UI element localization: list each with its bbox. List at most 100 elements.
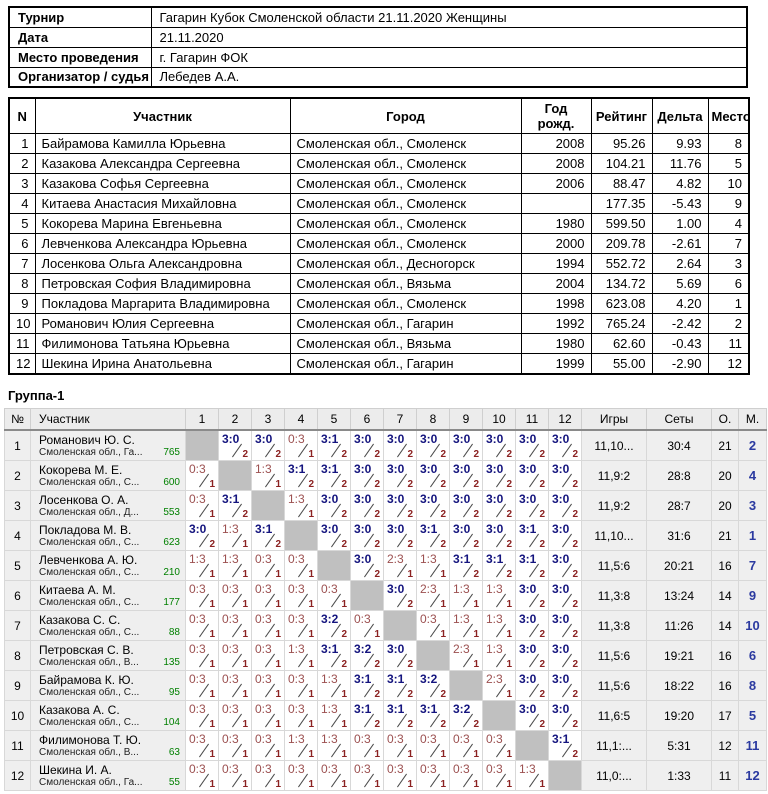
result-cell-content: 0:3 1 — [451, 732, 482, 760]
participant-name: Китаева Анастасия Михайловна — [34, 193, 291, 214]
result-cell: 3:0 2 — [416, 490, 450, 521]
group-participant-rating: 104 — [163, 716, 180, 728]
result-cell-content: 0:3 1 — [187, 762, 218, 790]
match-points: 1 — [209, 479, 215, 490]
match-score: 3:0 — [486, 492, 504, 506]
match-points: 2 — [440, 689, 446, 700]
participant-place: 8 — [707, 133, 750, 154]
result-cell: 0:3 1 — [218, 730, 252, 761]
result-cell: 3:0 2 — [251, 429, 285, 461]
participant-city: Смоленская обл., Смоленск — [289, 233, 522, 254]
group-participant-cell: Лосенкова О. А. Смоленская обл., Д... 553 — [30, 490, 186, 521]
result-cell-content: 0:3 1 — [484, 732, 515, 760]
group-points: 21 — [711, 429, 739, 461]
result-cell: 3:0 2 — [383, 580, 417, 611]
group-row: 2 Кокорева М. Е. Смоленская обл., С... 600 0… — [4, 460, 767, 491]
group-participant-rating: 210 — [163, 566, 180, 578]
result-cell: 0:3 1 — [185, 490, 219, 521]
group-place: 1 — [738, 520, 767, 551]
group-place: 8 — [738, 670, 767, 701]
result-cell-content: 3:1 2 — [418, 522, 449, 550]
match-score: 1:3 — [321, 732, 338, 746]
result-cell-content: 3:0 2 — [517, 702, 548, 730]
result-cell: 0:3 1 — [416, 760, 450, 791]
result-cell-content: 3:0 2 — [352, 522, 383, 550]
participant-row: 6 Левченкова Александра Юрьевна Смоленская… — [8, 233, 750, 254]
match-points: 2 — [374, 719, 380, 730]
result-cell-content: 0:3 1 — [187, 612, 218, 640]
group-col-3: 3 — [251, 407, 285, 431]
match-score: 2:3 — [420, 582, 437, 596]
group-games: 11,5:6 — [581, 550, 647, 581]
result-cell: 1:3 1 — [284, 490, 318, 521]
result-cell-content: 3:0 2 — [517, 612, 548, 640]
match-points: 1 — [209, 749, 215, 760]
match-score: 3:0 — [552, 642, 570, 656]
result-cell: 3:0 2 — [449, 490, 483, 521]
group-sets: 5:31 — [646, 730, 712, 761]
participant-city: Смоленская обл., Вязьма — [289, 333, 522, 354]
result-cell: 3:0 2 — [515, 429, 549, 461]
match-score: 0:3 — [222, 642, 239, 656]
match-score: 3:1 — [354, 672, 372, 686]
info-label: Место проведения — [8, 46, 152, 68]
match-score: 3:0 — [387, 642, 405, 656]
result-cell-content: 3:2 2 — [451, 702, 482, 730]
group-participant-subline: Смоленская обл., С... 600 — [39, 477, 180, 489]
group-sets: 18:22 — [646, 670, 712, 701]
participant-name: Романович Юлия Сергеевна — [34, 313, 291, 334]
result-cell: 0:3 1 — [251, 610, 285, 641]
participant-city: Смоленская обл., Вязьма — [289, 273, 522, 294]
group-row-number: 2 — [4, 460, 31, 491]
group-participant-rating: 135 — [163, 656, 180, 668]
participant-row: 9 Покладова Маргарита Владимировна Смоленс… — [8, 293, 750, 314]
result-cell: 0:3 1 — [218, 580, 252, 611]
match-points: 1 — [506, 659, 512, 670]
match-score: 0:3 — [321, 582, 338, 596]
match-score: 0:3 — [189, 642, 206, 656]
result-cell: 3:1 2 — [449, 550, 483, 581]
match-points: 1 — [539, 779, 545, 790]
match-score: 3:1 — [420, 522, 438, 536]
match-points: 2 — [242, 449, 248, 460]
result-cell: 2:3 1 — [416, 580, 450, 611]
result-cell: 3:0 2 — [548, 520, 582, 551]
result-cell: 1:3 1 — [317, 700, 351, 731]
result-cell: 3:0 2 — [383, 429, 417, 461]
match-points: 1 — [506, 689, 512, 700]
match-score: 3:0 — [486, 432, 504, 446]
match-score: 3:0 — [519, 432, 537, 446]
result-cell: 3:0 2 — [185, 520, 219, 551]
result-cell-content: 3:0 2 — [385, 582, 416, 610]
match-score: 3:1 — [519, 522, 537, 536]
match-score: 3:1 — [354, 702, 372, 716]
group-participant-region: Смоленская обл., Д... — [39, 506, 139, 518]
participant-rating: 177.35 — [590, 193, 653, 214]
result-cell-content: 1:3 1 — [286, 642, 317, 670]
match-points: 2 — [341, 479, 347, 490]
participant-birth-year: 1992 — [520, 313, 592, 334]
participant-row: 3 Казакова Софья Сергеевна Смоленская обл.… — [8, 173, 750, 194]
match-score: 0:3 — [255, 642, 272, 656]
participant-rating: 209.78 — [590, 233, 653, 254]
participant-place: 3 — [707, 253, 750, 274]
result-cell-content: 0:3 1 — [319, 582, 350, 610]
result-cell-content: 0:3 1 — [286, 762, 317, 790]
group-table: № Участник 1 2 3 4 5 6 7 8 9 10 11 12 Иг… — [4, 407, 767, 791]
match-points: 2 — [572, 449, 578, 460]
result-cell: 0:3 1 — [383, 730, 417, 761]
result-cell: 3:2 2 — [350, 640, 384, 671]
group-participant-rating: 95 — [168, 686, 180, 698]
result-cell: 3:1 2 — [218, 490, 252, 521]
match-score: 3:0 — [552, 582, 570, 596]
group-sets: 28:7 — [646, 490, 712, 521]
result-cell-content: 3:0 2 — [550, 642, 581, 670]
match-points: 1 — [308, 749, 314, 760]
group-sets: 30:4 — [646, 429, 712, 461]
result-cell: 3:1 2 — [416, 520, 450, 551]
match-points: 2 — [539, 509, 545, 520]
group-participant-name: Романович Ю. С. — [39, 432, 135, 447]
match-points: 1 — [341, 779, 347, 790]
match-points: 2 — [506, 509, 512, 520]
participant-rating: 552.72 — [590, 253, 653, 274]
